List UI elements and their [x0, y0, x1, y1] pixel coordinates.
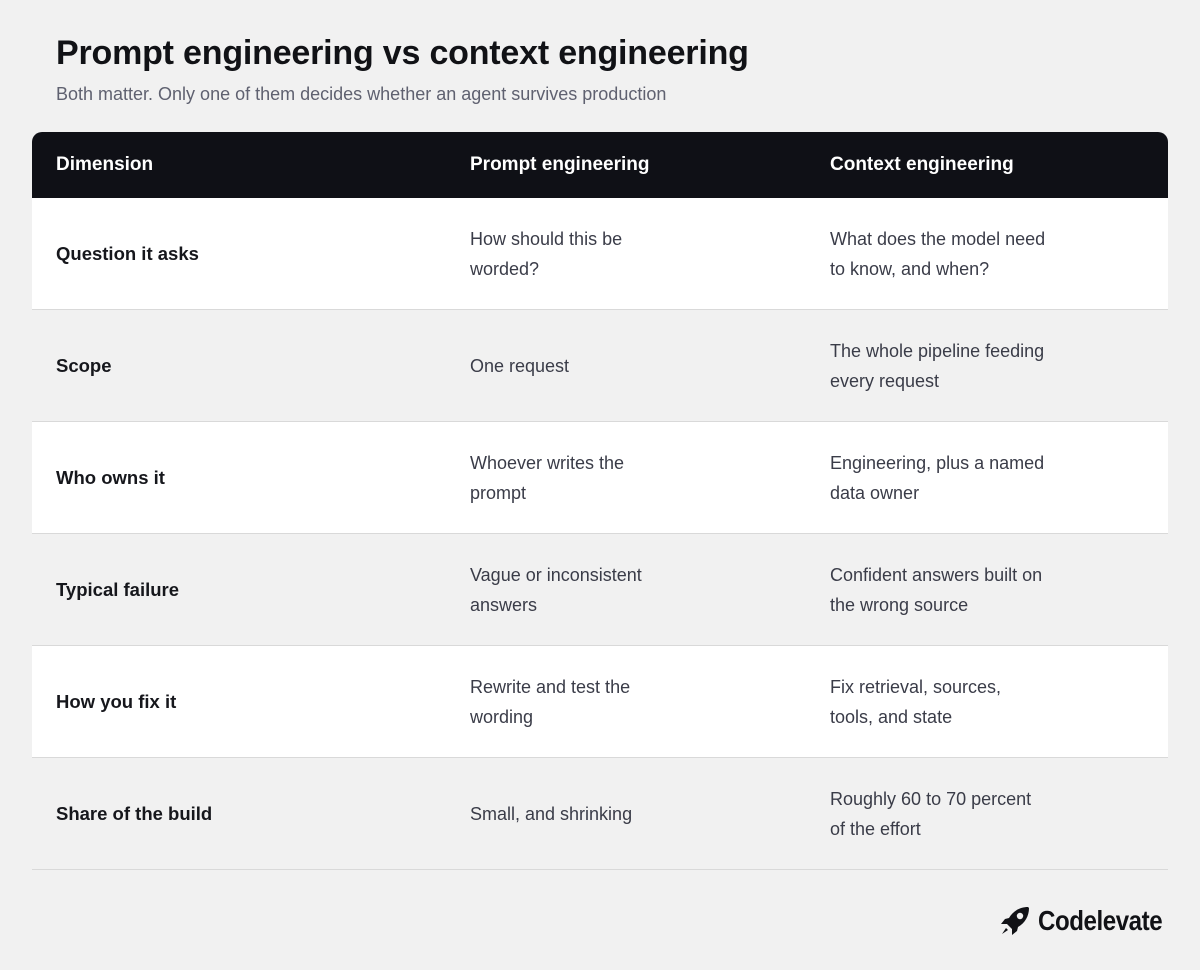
comparison-table: Dimension Prompt engineering Context eng… [32, 132, 1168, 870]
table-row: Share of the build Small, and shrinking … [32, 758, 1168, 870]
table-row: How you fix it Rewrite and test the word… [32, 646, 1168, 758]
brand-logo: Codelevate [998, 904, 1182, 938]
row-prompt-value: Rewrite and test the wording [470, 676, 631, 727]
column-header-context-engineering: Context engineering [830, 154, 1014, 175]
row-context-value: Engineering, plus a named data owner [830, 452, 1045, 503]
row-prompt-value: Small, and shrinking [470, 803, 633, 824]
row-dimension: Who owns it [56, 466, 165, 488]
row-dimension: Scope [56, 354, 112, 376]
column-header-dimension: Dimension [56, 154, 154, 175]
row-prompt-value: One request [470, 355, 570, 376]
page-subtitle: Both matter. Only one of them decides wh… [56, 84, 667, 104]
row-dimension: Typical failure [56, 578, 180, 600]
row-context-value: Roughly 60 to 70 percent of the effort [830, 788, 1032, 839]
rocket-icon [1001, 907, 1029, 935]
row-dimension: How you fix it [56, 690, 177, 712]
page-title: Prompt engineering vs context engineerin… [56, 34, 749, 72]
row-prompt-value: Vague or inconsistent answers [470, 564, 642, 615]
row-context-value: Confident answers built on the wrong sou… [830, 564, 1043, 615]
row-prompt-value: Whoever writes the prompt [470, 452, 625, 503]
row-context-value: Fix retrieval, sources, tools, and state [830, 676, 1002, 727]
table-row: Typical failure Vague or inconsistent an… [32, 534, 1168, 646]
column-header-prompt-engineering: Prompt engineering [470, 154, 650, 175]
table-row: Question it asks How should this be word… [32, 198, 1168, 310]
row-dimension: Question it asks [56, 242, 199, 264]
row-context-value: The whole pipeline feeding every request [830, 340, 1045, 391]
brand-name: Codelevate [1038, 905, 1163, 936]
table-row: Scope One request The whole pipeline fee… [32, 310, 1168, 422]
row-context-value: What does the model need to know, and wh… [830, 228, 1046, 279]
table-header: Dimension Prompt engineering Context eng… [32, 132, 1168, 198]
row-prompt-value: How should this be worded? [470, 228, 623, 279]
row-dimension: Share of the build [56, 802, 213, 824]
table-row: Who owns it Whoever writes the prompt En… [32, 422, 1168, 534]
